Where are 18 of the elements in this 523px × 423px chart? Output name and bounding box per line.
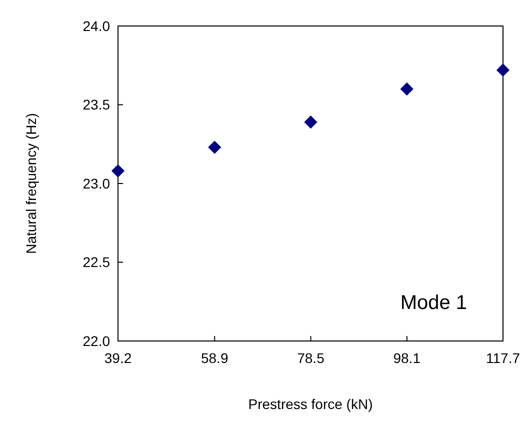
x-tick-label: 98.1	[393, 350, 421, 366]
y-tick-label: 22.5	[82, 254, 110, 270]
annotation: Mode 1	[400, 292, 468, 314]
y-tick-label: 22.0	[82, 332, 110, 349]
y-tick-label: 23.5	[82, 96, 110, 113]
x-tick-label: 117.7	[486, 350, 520, 366]
x-tick-label: 39.2	[104, 350, 132, 366]
y-axis-title: Natural frequency (Hz)	[23, 113, 39, 254]
y-tick-label: 23.0	[82, 175, 110, 192]
point	[304, 116, 318, 129]
point	[496, 64, 510, 77]
point	[400, 82, 414, 96]
point	[208, 140, 222, 154]
point	[111, 164, 125, 178]
x-axis-title: Prestress force (kN)	[248, 396, 373, 412]
x-tick-label: 78.5	[297, 350, 325, 366]
y-tick-label: 24.0	[82, 18, 110, 34]
x-tick-label: 58.9	[200, 350, 228, 366]
